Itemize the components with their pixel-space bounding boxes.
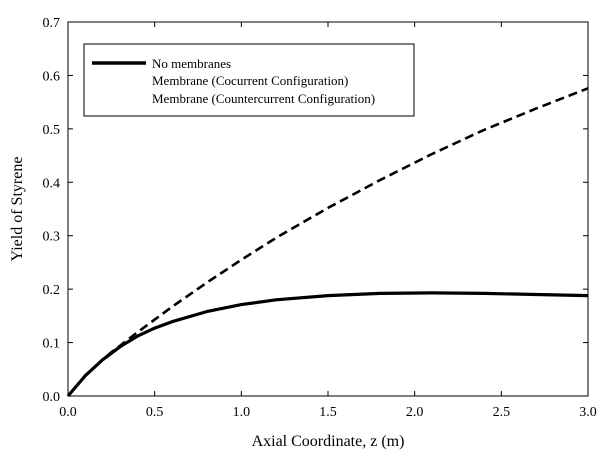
y-tick-label: 0.5 [43,123,61,138]
legend-label-cocurrent: Membrane (Cocurrent Configuration) [152,73,348,88]
x-tick-label: 1.0 [233,405,251,420]
y-tick-label: 0.3 [43,230,61,245]
y-tick-label: 0.0 [43,390,61,405]
y-axis-label: Yield of Styrene [9,157,26,262]
series-layer [66,87,589,398]
x-tick-label: 1.5 [319,405,337,420]
y-tick-label: 0.6 [43,69,61,84]
x-tick-label: 0.0 [59,405,77,420]
series-line-2 [67,87,589,397]
x-tick-label: 2.5 [493,405,511,420]
x-tick-label: 2.0 [406,405,424,420]
y-tick-label: 0.2 [43,283,61,298]
legend-label-countercurrent: Membrane (Countercurrent Configuration) [152,91,375,106]
legend-label-no-membranes: No membranes [152,56,231,71]
x-tick-label: 0.5 [146,405,164,420]
y-tick-label: 0.7 [43,16,61,31]
legend-box [83,43,415,117]
y-axis: 0.0 0.1 0.2 0.3 0.4 0.5 0.6 0.7 [43,16,588,405]
legend: No membranes Membrane (Cocurrent Configu… [83,43,415,117]
x-axis: 0.0 0.5 1.0 1.5 2.0 2.5 3.0 [59,22,597,420]
x-axis-label: Axial Coordinate, z (m) [252,433,405,450]
y-tick-label: 0.4 [43,176,61,191]
series-line-0 [66,291,589,398]
x-tick-label: 3.0 [579,405,597,420]
y-tick-label: 0.1 [43,337,61,352]
